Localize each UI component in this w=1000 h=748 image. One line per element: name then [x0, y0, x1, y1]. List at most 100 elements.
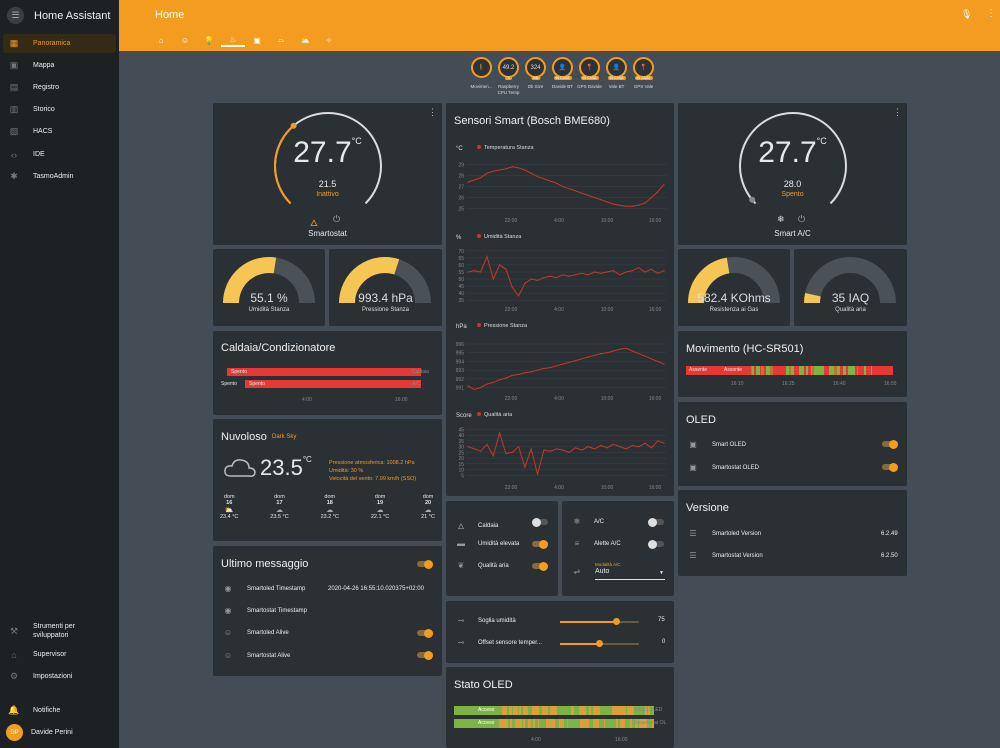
toggle[interactable] — [532, 540, 548, 549]
home-icon[interactable]: ⌂ — [158, 35, 164, 45]
entity-row[interactable]: ☺ Smartostat Alive — [223, 651, 290, 660]
data-point — [492, 170, 494, 172]
data-point — [587, 356, 589, 358]
temperature-unit: °C — [351, 136, 362, 146]
microphone-icon[interactable]: 🎙 — [961, 9, 973, 19]
router-icon[interactable]: ⌓ — [277, 35, 285, 44]
timeline-bar[interactable]: Acceso — [454, 719, 654, 728]
sidebar-item-mappa[interactable]: ▣ Mappa — [3, 56, 116, 75]
badge-gps-davide[interactable]: 📍 IN CASA GPS Davide — [576, 57, 603, 96]
data-point — [606, 271, 608, 273]
toggle[interactable] — [532, 518, 548, 527]
bulb-icon[interactable]: 💡 — [204, 35, 214, 45]
toggle[interactable] — [882, 463, 898, 472]
data-point — [536, 369, 539, 371]
badge-davide-bt[interactable]: 👤 IN CASA Davide BT — [549, 57, 576, 96]
data-point — [663, 183, 665, 185]
badge-db-size[interactable]: 324 MB Db Size — [522, 57, 549, 96]
dial-knob[interactable] — [749, 196, 756, 203]
toggle[interactable] — [417, 629, 433, 638]
sidebar-item-storico[interactable]: ▥ Storico — [3, 100, 116, 119]
weather-card[interactable]: Nuvoloso Dark Sky 23.5°C Pressione atmos… — [213, 419, 442, 541]
slider-thumb[interactable] — [596, 640, 603, 647]
thermostat-dial[interactable] — [263, 108, 393, 218]
sidebar-item-hacs[interactable]: ▧ HACS — [3, 122, 116, 141]
header-toggle[interactable] — [417, 560, 433, 569]
timeline-segment — [752, 366, 754, 375]
entity-row[interactable]: ▣ Smartostat OLED — [688, 463, 759, 472]
power-icon[interactable]: ⏻ — [798, 214, 806, 224]
mode-select[interactable]: Modalità A/C Auto ▼ — [595, 562, 665, 580]
badge-cpu-temp[interactable]: 49.2 °C Raspberry CPU Temp — [495, 57, 522, 96]
sidebar-item-tasmoadmin[interactable]: ✱ TasmoAdmin — [3, 167, 116, 186]
axis-tick: 16:00 — [649, 218, 662, 224]
entity-row[interactable]: ◉ Smartostat Timestamp — [223, 606, 308, 615]
ac-thermostat-card[interactable]: 27.7°C 28.0 Spento ❄ ⏻ Smart A/C ⋮ — [678, 103, 907, 245]
series-line[interactable] — [467, 431, 665, 477]
sidebar-item-panoramica[interactable]: ▦ Panoramica — [3, 34, 116, 53]
chart-icon[interactable]: ▣ — [253, 35, 261, 45]
toggle[interactable] — [882, 440, 898, 449]
entity-row[interactable]: ☰ Smartostat Version 6.2.50 — [688, 551, 898, 560]
robot-icon[interactable]: ☺ — [180, 35, 190, 45]
sidebar-item-impostazioni[interactable]: ⚙ Impostazioni — [3, 667, 116, 686]
more-menu-icon[interactable]: ⋮ — [986, 8, 996, 19]
menu-icon[interactable]: ☰ — [7, 7, 24, 24]
timeline-segment — [791, 366, 794, 375]
series-line[interactable] — [467, 347, 665, 390]
thermostat-icon[interactable]: ♨ — [221, 33, 245, 47]
badge-movimento[interactable]: 🚶 Movimen... — [468, 57, 495, 96]
gauge-card-gas[interactable]: 582.4 KOhms Resistenza ai Gas — [678, 249, 790, 326]
sidebar-item-ide[interactable]: ‹› IDE — [3, 145, 116, 164]
more-menu-icon[interactable]: ⋮ — [893, 107, 902, 117]
axis-tick: 26 — [458, 196, 464, 202]
timeline-bar[interactable]: Spento — [245, 380, 421, 388]
entity-row[interactable]: ❄ A/C — [572, 517, 604, 526]
toggle[interactable] — [417, 651, 433, 660]
timeline-segment — [615, 719, 618, 728]
entity-row[interactable]: ☰ Smartoled Version 6.2.49 — [688, 529, 898, 538]
timeline-bar[interactable]: Acceso — [454, 706, 654, 715]
gauge-card-umidita[interactable]: 55.1 % Umidità Stanza — [213, 249, 325, 326]
timeline-segment — [641, 706, 645, 715]
toggle[interactable] — [648, 518, 664, 527]
sidebar-item-strumenti[interactable]: ⚒ Strumenti per sviluppatori — [3, 620, 116, 642]
thermostat-dial[interactable] — [728, 108, 858, 218]
person-icon: 👤 — [612, 65, 621, 71]
entity-row[interactable]: ◉ Smartoled Timestamp 2020-04-26 16:55:10.… — [223, 584, 438, 593]
entity-row[interactable]: ❦ Qualità aria — [456, 561, 509, 570]
dial-knob[interactable] — [290, 122, 297, 129]
badge-vale-bt[interactable]: 👤 IN CASA Vale BT — [603, 57, 630, 96]
timeline-bar[interactable]: Assente Assente — [686, 366, 893, 375]
slider-track[interactable] — [560, 640, 639, 647]
slider-track[interactable] — [560, 618, 639, 625]
gauge-card-pressione[interactable]: 993.4 hPa Pressione Stanza — [329, 249, 442, 326]
slider-thumb[interactable] — [613, 618, 621, 625]
entity-row[interactable]: ≡ Alette A/C — [572, 539, 621, 548]
fire-icon[interactable]: 🜂 — [310, 218, 318, 228]
timeline-segment — [635, 719, 637, 728]
entity-row[interactable]: 🜂 Caldaia — [456, 517, 499, 534]
badge-gps-vale[interactable]: 📍 IN CASA GPS Vale — [630, 57, 657, 96]
thermostat-card[interactable]: 27.7°C 21.5 Inattivo 🜂 ⏻ Smartostat ⋮ — [213, 103, 442, 245]
timeline-bar[interactable]: Spento — [227, 368, 421, 376]
series-line[interactable] — [467, 166, 665, 207]
toggle[interactable] — [532, 562, 548, 571]
more-menu-icon[interactable]: ⋮ — [428, 107, 437, 117]
gauge-card-iaq[interactable]: 35 IAQ Qualità aria — [794, 249, 907, 326]
entity-row[interactable]: ▣ Smart OLED — [688, 440, 746, 449]
timeline-segment — [850, 366, 854, 375]
badge-state: IN CASA — [634, 76, 653, 80]
sidebar-item-notifiche[interactable]: 🔔 Notifiche — [3, 701, 116, 720]
power-icon[interactable]: ⏻ — [333, 214, 341, 224]
snowflake-icon[interactable]: ❄ — [777, 214, 785, 224]
weather-icon[interactable]: ⛅ — [300, 35, 310, 45]
sidebar-item-supervisor[interactable]: ⌂ Supervisor — [3, 645, 116, 664]
entity-row[interactable]: ☺ Smartoled Alive — [223, 628, 289, 637]
toggle[interactable] — [648, 540, 664, 549]
sidebar-user[interactable]: DP Davide Perini — [3, 723, 116, 742]
wand-icon[interactable]: ✧ — [325, 35, 333, 45]
entity-row[interactable]: ▬ Umidità elevata — [456, 539, 519, 548]
series-line[interactable] — [467, 254, 665, 297]
sidebar-item-registro[interactable]: ▤ Registro — [3, 78, 116, 97]
